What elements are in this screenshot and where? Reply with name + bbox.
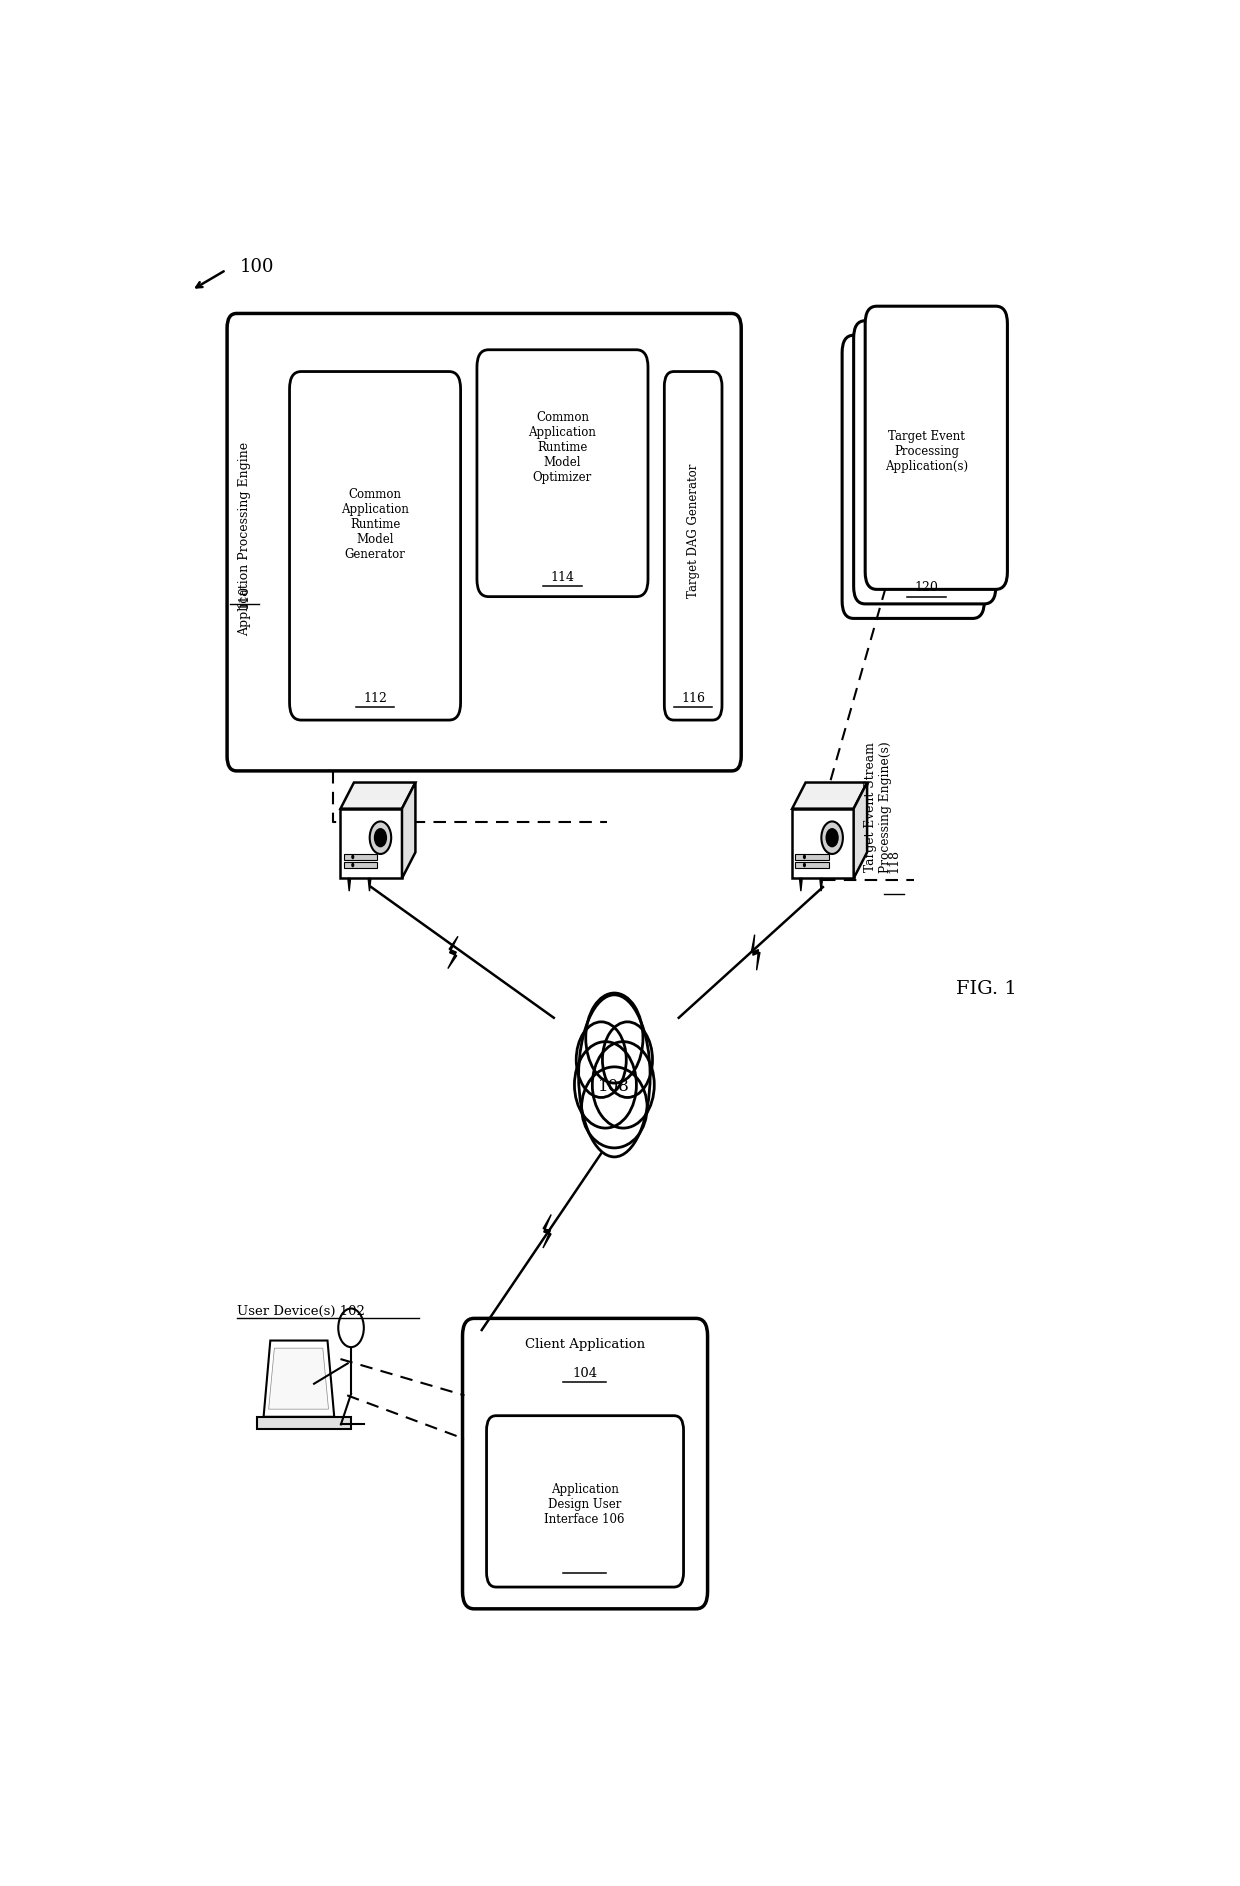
- FancyBboxPatch shape: [290, 372, 460, 720]
- Ellipse shape: [585, 994, 644, 1083]
- Polygon shape: [269, 1348, 329, 1409]
- Polygon shape: [264, 1341, 335, 1416]
- Text: 114: 114: [551, 571, 574, 585]
- Ellipse shape: [603, 1022, 652, 1098]
- Text: Common
Application
Runtime
Model
Optimizer: Common Application Runtime Model Optimiz…: [528, 411, 596, 483]
- Circle shape: [370, 822, 391, 854]
- Polygon shape: [792, 783, 867, 809]
- FancyBboxPatch shape: [792, 809, 853, 879]
- FancyBboxPatch shape: [477, 349, 649, 596]
- FancyBboxPatch shape: [795, 854, 830, 860]
- Text: 116: 116: [681, 692, 706, 705]
- Circle shape: [351, 854, 355, 860]
- Polygon shape: [751, 935, 760, 969]
- Text: 110: 110: [238, 585, 250, 609]
- Text: 108: 108: [599, 1077, 630, 1094]
- Polygon shape: [800, 879, 802, 892]
- Text: FIG. 1: FIG. 1: [956, 979, 1017, 998]
- Polygon shape: [853, 783, 867, 879]
- Text: Target Event Stream
Processing Engine(s): Target Event Stream Processing Engine(s): [864, 741, 892, 873]
- Ellipse shape: [574, 1041, 636, 1128]
- FancyBboxPatch shape: [795, 862, 830, 868]
- Ellipse shape: [582, 1067, 647, 1149]
- Text: 118: 118: [888, 849, 900, 873]
- FancyBboxPatch shape: [853, 321, 996, 604]
- FancyBboxPatch shape: [665, 372, 722, 720]
- FancyBboxPatch shape: [486, 1416, 683, 1586]
- FancyBboxPatch shape: [227, 313, 742, 771]
- Circle shape: [804, 854, 806, 860]
- Text: Application
Design User
Interface 106: Application Design User Interface 106: [544, 1482, 625, 1526]
- Text: Application Processing Engine: Application Processing Engine: [238, 441, 250, 636]
- Circle shape: [821, 822, 843, 854]
- Text: 112: 112: [363, 692, 387, 705]
- Circle shape: [804, 862, 806, 868]
- Circle shape: [374, 828, 387, 847]
- Text: 104: 104: [572, 1367, 598, 1381]
- Polygon shape: [368, 879, 371, 892]
- Ellipse shape: [579, 994, 650, 1156]
- Text: User Device(s) 102: User Device(s) 102: [237, 1305, 365, 1318]
- FancyBboxPatch shape: [341, 809, 402, 879]
- Polygon shape: [348, 879, 351, 892]
- Circle shape: [826, 828, 838, 847]
- Text: 120: 120: [915, 581, 939, 594]
- FancyBboxPatch shape: [257, 1416, 351, 1430]
- Ellipse shape: [593, 1041, 655, 1128]
- FancyBboxPatch shape: [343, 862, 377, 868]
- Text: 100: 100: [239, 258, 274, 275]
- FancyBboxPatch shape: [866, 306, 1007, 588]
- Polygon shape: [402, 783, 415, 879]
- Text: Target Event
Processing
Application(s): Target Event Processing Application(s): [885, 430, 968, 473]
- Circle shape: [351, 862, 355, 868]
- FancyBboxPatch shape: [463, 1318, 708, 1609]
- Polygon shape: [543, 1215, 552, 1249]
- Ellipse shape: [577, 1022, 626, 1098]
- Text: Client Application: Client Application: [525, 1337, 645, 1350]
- Polygon shape: [820, 879, 822, 892]
- FancyBboxPatch shape: [842, 336, 985, 619]
- FancyBboxPatch shape: [343, 854, 377, 860]
- Polygon shape: [448, 935, 458, 969]
- Text: Common
Application
Runtime
Model
Generator: Common Application Runtime Model Generat…: [341, 487, 409, 560]
- Circle shape: [339, 1309, 363, 1347]
- Polygon shape: [341, 783, 415, 809]
- Text: Target DAG Generator: Target DAG Generator: [687, 464, 699, 598]
